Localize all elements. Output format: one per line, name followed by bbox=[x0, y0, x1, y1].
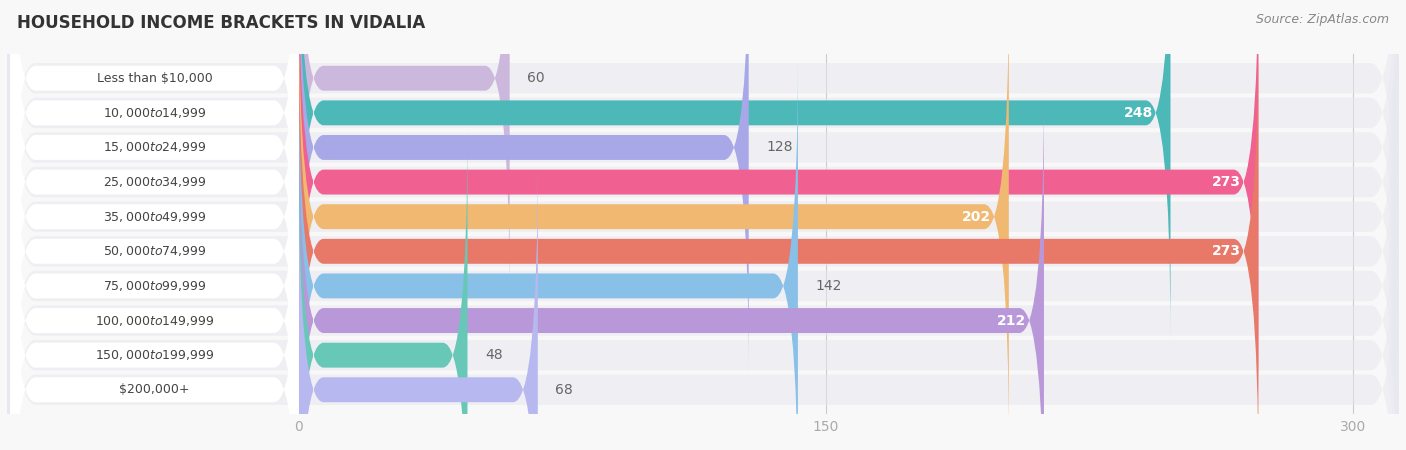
Text: 128: 128 bbox=[766, 140, 793, 154]
FancyBboxPatch shape bbox=[298, 22, 1258, 450]
Text: $15,000 to $24,999: $15,000 to $24,999 bbox=[103, 140, 207, 154]
Text: $25,000 to $34,999: $25,000 to $34,999 bbox=[103, 175, 207, 189]
Text: 273: 273 bbox=[1212, 175, 1241, 189]
Text: 142: 142 bbox=[815, 279, 842, 293]
FancyBboxPatch shape bbox=[10, 0, 298, 308]
FancyBboxPatch shape bbox=[10, 0, 298, 446]
FancyBboxPatch shape bbox=[298, 56, 799, 450]
Text: Less than $10,000: Less than $10,000 bbox=[97, 72, 212, 85]
FancyBboxPatch shape bbox=[298, 125, 467, 450]
Text: 48: 48 bbox=[485, 348, 503, 362]
FancyBboxPatch shape bbox=[7, 0, 1399, 450]
Text: $75,000 to $99,999: $75,000 to $99,999 bbox=[103, 279, 207, 293]
Text: Source: ZipAtlas.com: Source: ZipAtlas.com bbox=[1256, 14, 1389, 27]
FancyBboxPatch shape bbox=[10, 160, 298, 450]
FancyBboxPatch shape bbox=[10, 0, 298, 412]
Text: 68: 68 bbox=[555, 383, 574, 397]
FancyBboxPatch shape bbox=[298, 160, 537, 450]
FancyBboxPatch shape bbox=[10, 22, 298, 450]
FancyBboxPatch shape bbox=[298, 0, 1170, 343]
FancyBboxPatch shape bbox=[298, 0, 748, 377]
Text: $35,000 to $49,999: $35,000 to $49,999 bbox=[103, 210, 207, 224]
Text: $100,000 to $149,999: $100,000 to $149,999 bbox=[96, 314, 214, 328]
FancyBboxPatch shape bbox=[10, 56, 298, 450]
FancyBboxPatch shape bbox=[7, 59, 1399, 450]
Text: 202: 202 bbox=[962, 210, 991, 224]
Text: $10,000 to $14,999: $10,000 to $14,999 bbox=[103, 106, 207, 120]
FancyBboxPatch shape bbox=[10, 0, 298, 343]
FancyBboxPatch shape bbox=[7, 128, 1399, 450]
FancyBboxPatch shape bbox=[10, 91, 298, 450]
FancyBboxPatch shape bbox=[10, 0, 298, 377]
FancyBboxPatch shape bbox=[298, 91, 1043, 450]
FancyBboxPatch shape bbox=[298, 0, 509, 308]
Text: 248: 248 bbox=[1123, 106, 1153, 120]
FancyBboxPatch shape bbox=[7, 0, 1399, 340]
FancyBboxPatch shape bbox=[10, 125, 298, 450]
FancyBboxPatch shape bbox=[7, 0, 1399, 450]
Text: 273: 273 bbox=[1212, 244, 1241, 258]
FancyBboxPatch shape bbox=[298, 0, 1258, 412]
FancyBboxPatch shape bbox=[7, 0, 1399, 374]
FancyBboxPatch shape bbox=[7, 24, 1399, 450]
FancyBboxPatch shape bbox=[298, 0, 1010, 446]
FancyBboxPatch shape bbox=[7, 94, 1399, 450]
Text: $200,000+: $200,000+ bbox=[120, 383, 190, 396]
Text: $50,000 to $74,999: $50,000 to $74,999 bbox=[103, 244, 207, 258]
Text: 60: 60 bbox=[527, 71, 546, 85]
Text: HOUSEHOLD INCOME BRACKETS IN VIDALIA: HOUSEHOLD INCOME BRACKETS IN VIDALIA bbox=[17, 14, 425, 32]
Text: $150,000 to $199,999: $150,000 to $199,999 bbox=[96, 348, 214, 362]
FancyBboxPatch shape bbox=[7, 0, 1399, 444]
Text: 212: 212 bbox=[997, 314, 1026, 328]
FancyBboxPatch shape bbox=[7, 0, 1399, 409]
